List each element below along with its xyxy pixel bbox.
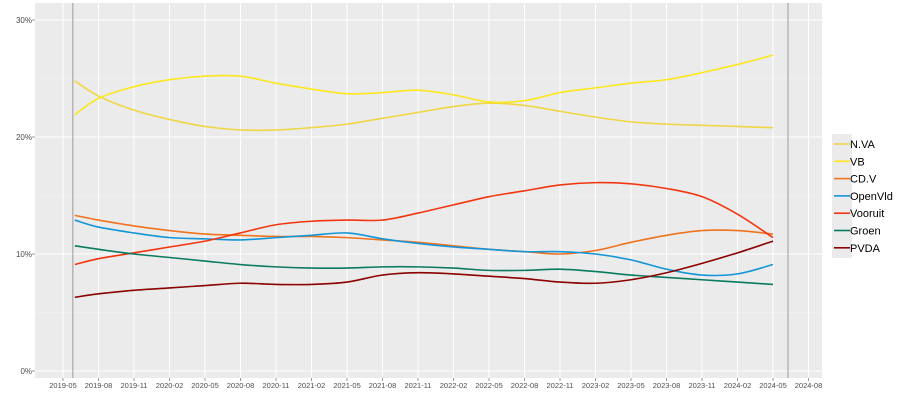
x-tick-label: 2024-08 — [795, 381, 823, 390]
legend-label: Groen — [850, 226, 881, 238]
series-line-pvda — [74, 240, 774, 299]
legend-item[interactable]: N.VA — [834, 139, 876, 151]
legend-label: PVDA — [850, 243, 881, 255]
x-tick-label: 2023-02 — [582, 381, 610, 390]
series-line-vb — [74, 54, 774, 116]
legend-item[interactable]: Vooruit — [834, 208, 884, 220]
x-tick-label: 2021-08 — [369, 381, 397, 390]
legend-item[interactable]: PVDA — [834, 243, 881, 255]
plot-background — [35, 3, 822, 378]
y-axis: 0% 10% 20% 30% — [16, 16, 35, 376]
y-tick-label: 30% — [16, 16, 32, 25]
x-tick-label: 2024-02 — [724, 381, 752, 390]
x-tick-label: 2023-05 — [617, 381, 645, 390]
legend-label: CD.V — [850, 174, 877, 186]
legend-item[interactable]: VB — [834, 156, 865, 168]
x-tick-label: 2021-02 — [298, 381, 326, 390]
y-tick-label: 10% — [16, 250, 32, 259]
y-tick-label: 20% — [16, 133, 32, 142]
series-line-nva — [74, 80, 774, 132]
legend-label: VB — [850, 156, 865, 168]
series-line-groen — [74, 245, 774, 286]
x-axis: 2019-05 2019-08 2019-11 2020-02 2020-05 2020-… — [49, 378, 822, 390]
x-tick-label: 2019-05 — [49, 381, 77, 390]
series-lines — [74, 54, 774, 299]
grid — [35, 3, 822, 378]
x-tick-label: 2020-11 — [263, 381, 290, 390]
x-tick-label: 2019-11 — [121, 381, 148, 390]
y-tick-label: 0% — [20, 367, 32, 376]
x-tick-label: 2022-08 — [511, 381, 539, 390]
legend-item[interactable]: Groen — [834, 226, 881, 238]
legend-item[interactable]: OpenVld — [834, 191, 893, 203]
series-line-vooruit — [74, 181, 774, 266]
legend-label: Vooruit — [850, 208, 884, 220]
x-tick-label: 2022-02 — [440, 381, 468, 390]
x-tick-label: 2020-05 — [191, 381, 219, 390]
legend-label: OpenVld — [850, 191, 893, 203]
x-tick-label: 2023-11 — [689, 381, 716, 390]
election-markers — [72, 3, 789, 378]
x-tick-label: 2020-02 — [156, 381, 184, 390]
x-tick-label: 2021-11 — [405, 381, 432, 390]
x-tick-label: 2020-08 — [227, 381, 255, 390]
x-tick-label: 2022-05 — [475, 381, 503, 390]
series-line-openvld — [74, 219, 774, 277]
x-tick-label: 2022-11 — [547, 381, 574, 390]
x-tick-label: 2023-08 — [653, 381, 681, 390]
x-tick-label: 2019-08 — [85, 381, 113, 390]
x-tick-label: 2021-05 — [333, 381, 361, 390]
x-tick-label: 2024-05 — [759, 381, 787, 390]
legend-item[interactable]: CD.V — [834, 174, 877, 186]
legend: N.VA VB CD.V OpenVld Vooruit Groen PVDA — [834, 139, 893, 255]
legend-label: N.VA — [850, 139, 876, 151]
series-line-cdv — [74, 214, 774, 255]
